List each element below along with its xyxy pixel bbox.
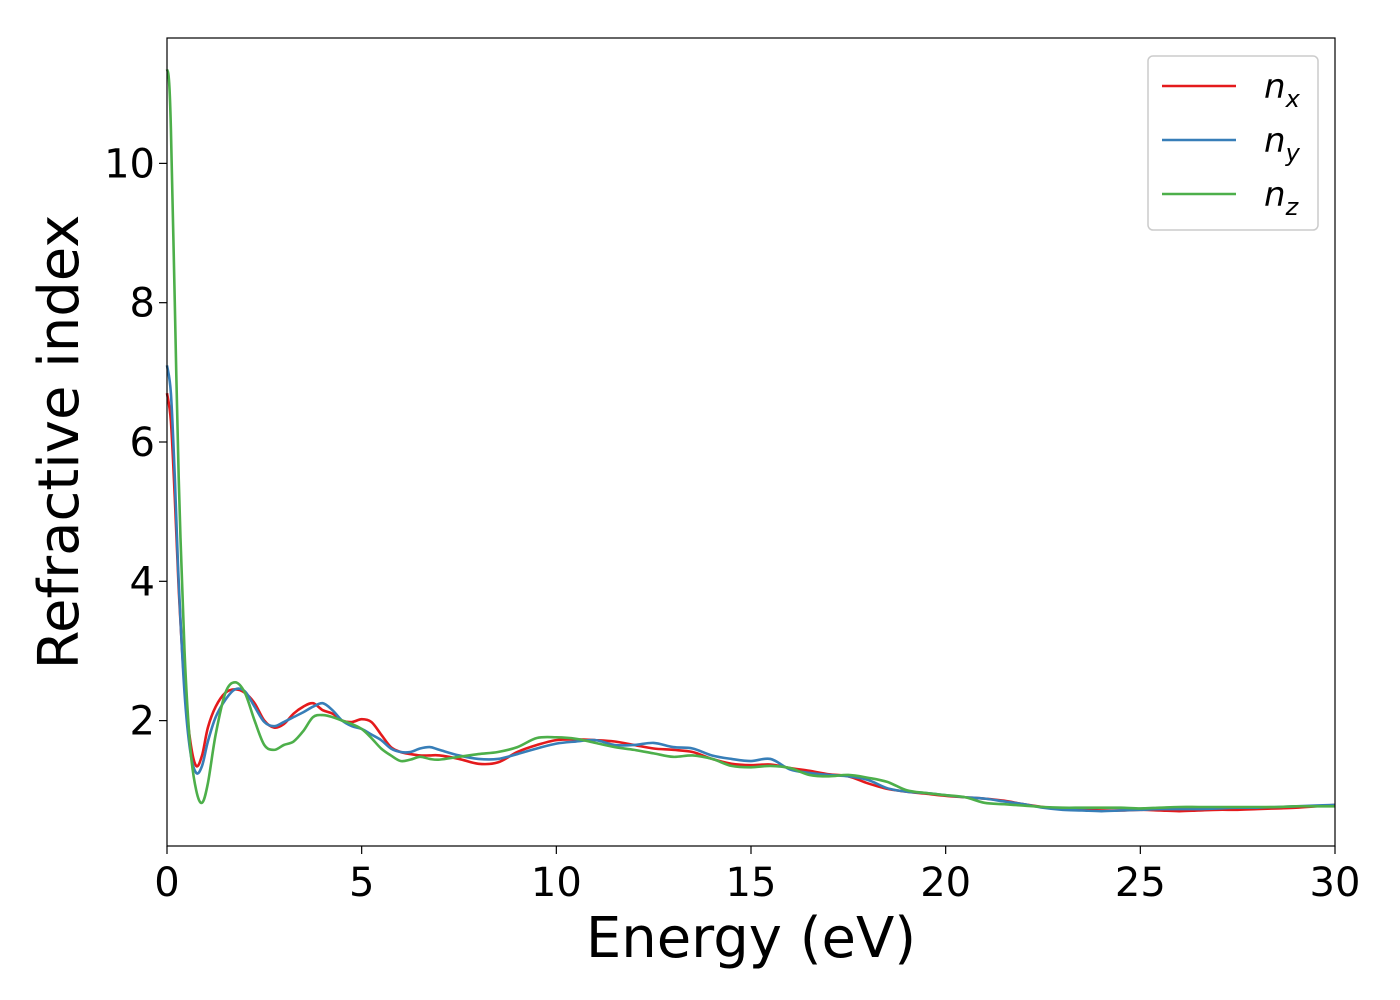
y-tick-label: 10: [104, 141, 155, 187]
x-axis-title: Energy (eV): [586, 906, 916, 971]
x-tick-label: 10: [531, 860, 582, 906]
legend-box: [1147, 55, 1319, 231]
y-tick-label: 2: [130, 699, 155, 745]
series-line-y: [165, 365, 1336, 813]
series-layer: [165, 69, 1336, 813]
plot-background: [167, 38, 1335, 846]
legend-label-y: ny: [1264, 121, 1301, 167]
y-tick-label: 4: [130, 559, 155, 605]
x-tick-label: 25: [1115, 860, 1166, 906]
legend-label-x: nx: [1264, 67, 1301, 113]
x-tick-label: 5: [349, 860, 374, 906]
legend: nx ny nz: [1147, 55, 1319, 231]
x-tick-label: 0: [154, 860, 179, 906]
y-tick-label: 6: [130, 420, 155, 466]
y-tick-label: 8: [130, 281, 155, 327]
x-tick-label: 15: [726, 860, 777, 906]
x-axis-ticks: 0 5 10 15 20 25 30: [154, 846, 1360, 906]
series-line-z: [165, 69, 1335, 810]
legend-label-z: nz: [1264, 175, 1300, 221]
x-tick-label: 20: [920, 860, 971, 906]
x-tick-label: 30: [1310, 860, 1361, 906]
y-axis-ticks: 2 4 6 8 10: [104, 141, 167, 745]
y-axis-title: Refractive index: [27, 215, 92, 670]
